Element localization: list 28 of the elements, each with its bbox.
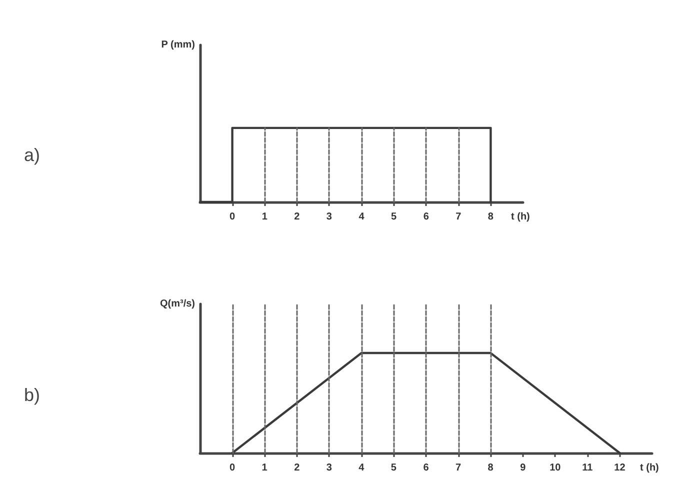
x-tick-label: 3	[326, 212, 332, 222]
x-tick-label: 2	[294, 462, 300, 474]
x-tick-label: 1	[262, 462, 268, 474]
x-tick-label: 12	[614, 462, 626, 474]
x-tick-label: 0	[230, 212, 236, 222]
x-tick-label: 11	[582, 462, 594, 474]
x-tick-label: 5	[390, 462, 397, 474]
x-tick-label: 4	[358, 462, 365, 474]
x-tick-label: 6	[423, 212, 430, 222]
x-tick-label: 3	[326, 462, 332, 474]
text: a)	[24, 145, 40, 165]
x-axis-title: t (h)	[511, 212, 530, 222]
x-tick-label: 1	[262, 212, 268, 222]
x-tick-label: 7	[456, 212, 462, 222]
x-axis-title: t (h)	[640, 462, 659, 474]
text: b)	[24, 385, 40, 405]
x-tick-label: 8	[488, 212, 494, 222]
x-tick-label: 6	[423, 462, 430, 474]
x-tick-label: 10	[550, 462, 562, 474]
x-tick-label: 5	[391, 212, 398, 222]
y-axis-title: Q(m³/s)	[160, 298, 195, 310]
x-tick-label: 9	[520, 462, 526, 474]
x-tick-label: 8	[488, 462, 494, 474]
x-tick-label: 0	[230, 462, 236, 474]
x-tick-label: 7	[456, 462, 462, 474]
x-tick-label: 4	[358, 212, 365, 222]
y-axis-title: P (mm)	[161, 40, 195, 50]
x-tick-label: 2	[294, 212, 300, 222]
